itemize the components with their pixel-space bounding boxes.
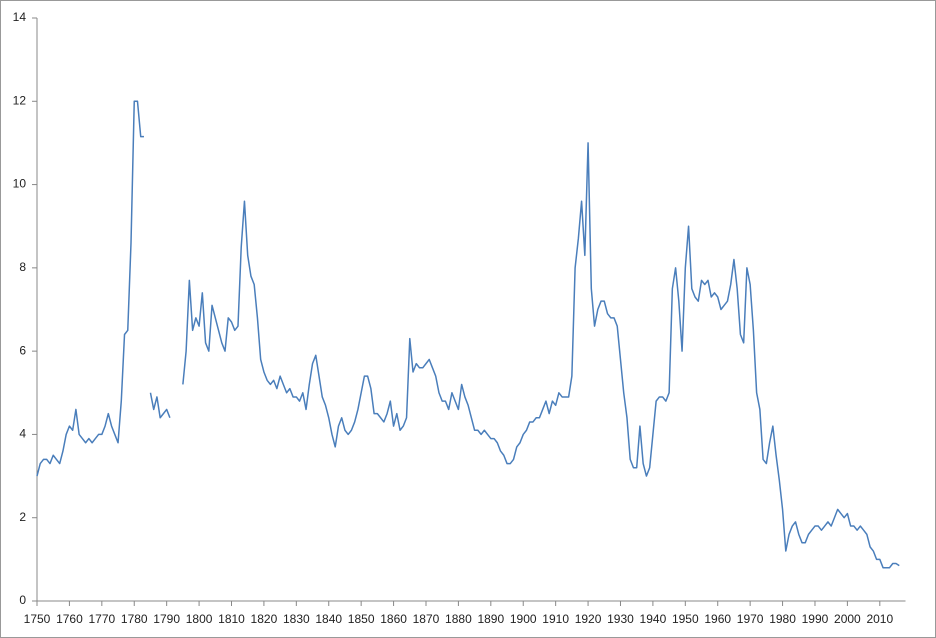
x-tick-label: 1880	[445, 612, 472, 626]
x-tick-label: 1860	[380, 612, 407, 626]
x-tick-label: 1950	[672, 612, 699, 626]
x-tick-label: 1980	[769, 612, 796, 626]
x-tick-label: 1760	[56, 612, 83, 626]
x-tick-label: 1940	[640, 612, 667, 626]
y-tick-label: 10	[13, 177, 27, 191]
y-tick-label: 0	[19, 593, 26, 607]
x-tick-label: 1910	[542, 612, 569, 626]
data-line	[36, 100, 900, 569]
x-tick-label: 2000	[834, 612, 861, 626]
x-tick-label: 2010	[866, 612, 893, 626]
x-tick-label: 1820	[251, 612, 278, 626]
x-tick-label: 1830	[283, 612, 310, 626]
x-tick-label: 1890	[477, 612, 504, 626]
x-tick-label: 1770	[88, 612, 115, 626]
y-tick-label: 8	[19, 260, 26, 274]
x-tick-label: 1780	[121, 612, 148, 626]
x-tick-label: 1810	[218, 612, 245, 626]
x-tick-label: 1800	[186, 612, 213, 626]
x-tick-label: 1790	[153, 612, 180, 626]
x-tick-label: 1970	[737, 612, 764, 626]
x-tick-label: 1870	[413, 612, 440, 626]
x-tick-label: 1930	[607, 612, 634, 626]
x-tick-label: 1990	[802, 612, 829, 626]
x-tick-label: 1850	[348, 612, 375, 626]
x-tick-label: 1840	[315, 612, 342, 626]
x-tick-label: 1960	[704, 612, 731, 626]
y-tick-label: 2	[19, 510, 26, 524]
x-tick-label: 1900	[510, 612, 537, 626]
y-tick-label: 12	[13, 93, 27, 107]
x-tick-label: 1750	[24, 612, 51, 626]
y-tick-label: 6	[19, 343, 26, 357]
y-tick-label: 14	[13, 10, 27, 24]
y-tick-label: 4	[19, 427, 26, 441]
x-tick-label: 1920	[575, 612, 602, 626]
